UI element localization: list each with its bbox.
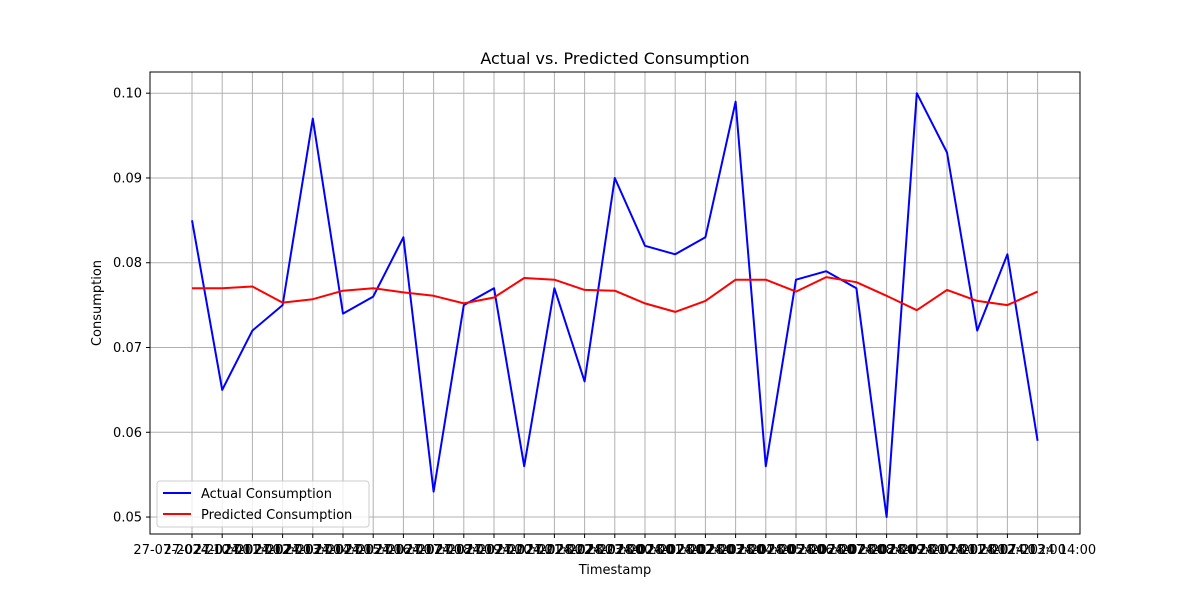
x-tick-label: 27-07-2024 17:00 — [345, 543, 462, 558]
y-tick-label: 0.09 — [113, 171, 142, 186]
x-tick-label: 28-07-2024 01:00 — [586, 543, 703, 558]
x-tick-label: 28-07-2024 05:00 — [707, 543, 824, 558]
x-tick-label: 28-07-2024 13:00 — [949, 543, 1066, 558]
grid — [150, 72, 1080, 534]
x-tick-label: 28-07-2024 07:00 — [768, 543, 885, 558]
x-tick-label: 28-07-2024 14:00 — [979, 543, 1096, 558]
x-tick-label: 27-07-2024 22:00 — [496, 543, 613, 558]
x-tick-label: 27-07-2024 21:00 — [466, 543, 583, 558]
x-tick-label: 27-07-2024 19:00 — [405, 543, 522, 558]
x-tick-label: 27-07-2024 23:00 — [526, 543, 643, 558]
x-tick-label: 28-07-2024 04:00 — [677, 543, 794, 558]
y-tick-label: 0.06 — [113, 426, 142, 441]
x-tick-label: 28-07-2024 08:00 — [798, 543, 915, 558]
x-tick-label: 27-07-2024 11:00 — [164, 543, 281, 558]
x-tick-label: 27-07-2024 16:00 — [315, 543, 432, 558]
y-tick-label: 0.07 — [113, 341, 142, 356]
legend-label-predicted: Predicted Consumption — [201, 508, 352, 523]
x-tick-label: 27-07-2024 10:00 — [133, 543, 250, 558]
series-lines — [191, 92, 1039, 518]
x-tick-label: 28-07-2024 11:00 — [888, 543, 1005, 558]
x-tick-label: 28-07-2024 06:00 — [737, 543, 854, 558]
x-axis-title: Timestamp — [578, 563, 652, 578]
x-tick-label: 27-07-2024 18:00 — [375, 543, 492, 558]
x-tick-label: 27-07-2024 13:00 — [224, 543, 341, 558]
legend-label-actual: Actual Consumption — [201, 487, 332, 502]
y-axis-ticks: 0.05 0.06 0.07 0.08 0.09 0.10 — [113, 87, 150, 526]
x-tick-label: 28-07-2024 00:00 — [556, 543, 673, 558]
x-tick-label: 28-07-2024 02:00 — [617, 543, 734, 558]
y-tick-label: 0.08 — [113, 256, 142, 271]
x-tick-label: 28-07-2024 12:00 — [919, 543, 1036, 558]
x-tick-label: 28-07-2024 10:00 — [858, 543, 975, 558]
x-tick-label: 28-07-2024 09:00 — [828, 543, 945, 558]
predicted-consumption-line — [192, 276, 1039, 313]
x-tick-label: 27-07-2024 14:00 — [254, 543, 371, 558]
y-axis-title: Consumption — [90, 260, 105, 346]
actual-consumption-line — [191, 92, 1039, 518]
x-tick-label: 28-07-2024 03:00 — [647, 543, 764, 558]
x-tick-label: 27-07-2024 15:00 — [284, 543, 401, 558]
y-tick-label: 0.10 — [113, 87, 142, 102]
chart-title: Actual vs. Predicted Consumption — [480, 49, 749, 68]
legend: Actual Consumption Predicted Consumption — [156, 480, 370, 528]
x-tick-label: 27-07-2024 12:00 — [194, 543, 311, 558]
x-tick-label: 27-07-2024 20:00 — [435, 543, 552, 558]
legend-box — [156, 480, 370, 528]
y-tick-label: 0.05 — [113, 511, 142, 526]
